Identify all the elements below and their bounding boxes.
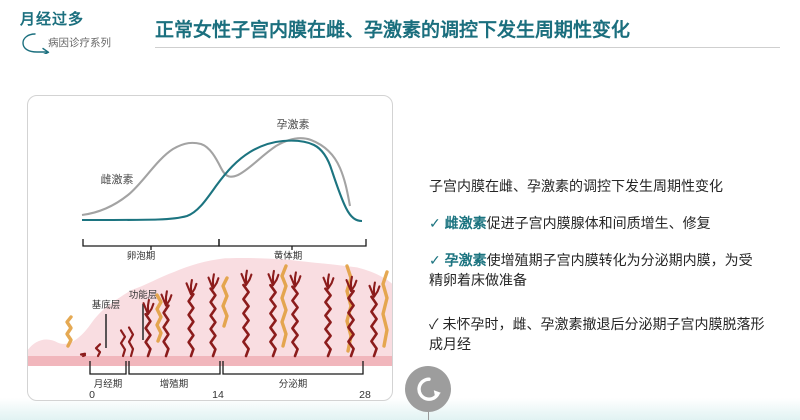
svg-text:14: 14 xyxy=(212,389,224,401)
svg-text:功能层: 功能层 xyxy=(129,289,158,301)
svg-text:28: 28 xyxy=(359,389,371,401)
svg-text:增殖期: 增殖期 xyxy=(160,378,189,390)
svg-text:月经期: 月经期 xyxy=(94,378,123,390)
svg-text:卵泡期: 卵泡期 xyxy=(127,250,156,262)
svg-text:0: 0 xyxy=(89,389,95,401)
svg-text:基底层: 基底层 xyxy=(92,299,121,311)
svg-text:孕激素: 孕激素 xyxy=(277,117,310,131)
svg-text:雌激素: 雌激素 xyxy=(101,172,134,186)
svg-text:分泌期: 分泌期 xyxy=(279,378,308,390)
